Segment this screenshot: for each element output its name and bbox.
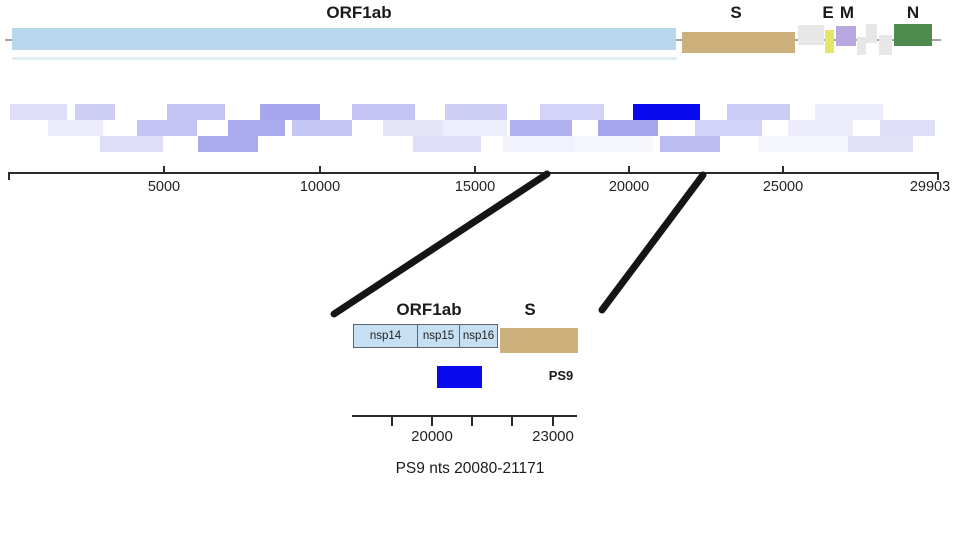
gene-label-m: M	[839, 3, 855, 22]
probe-tile	[292, 120, 352, 136]
probe-tile	[48, 120, 103, 136]
gene-label-s: S	[730, 3, 742, 22]
gene-box-e	[825, 30, 834, 53]
inset-s-gene-box	[500, 328, 578, 353]
probe-tile	[575, 136, 653, 152]
probe-tile	[10, 104, 67, 120]
gene-label-orf1ab: ORF1ab	[326, 3, 392, 22]
inset-axis-tick	[552, 417, 555, 426]
zoom-connector-line	[598, 171, 707, 314]
probe-tile	[167, 104, 225, 120]
probe-tile	[660, 136, 720, 152]
axis-tick-label: 20000	[608, 179, 650, 195]
inset-axis-tick	[391, 417, 394, 426]
ps9-label: PS9	[548, 368, 574, 383]
probe-tile	[443, 120, 507, 136]
probe-tile	[880, 120, 935, 136]
gene-box-n	[894, 24, 932, 46]
inset-axis-tick	[431, 417, 434, 426]
axis-tick	[628, 166, 631, 172]
gene-box	[879, 35, 892, 55]
probe-tile	[727, 104, 790, 120]
nsp-segment-nsp15: nsp15	[418, 324, 460, 348]
axis-tick	[163, 166, 166, 172]
probe-tile	[510, 120, 572, 136]
gene-box	[866, 24, 877, 43]
axis-end-label: 29903	[909, 179, 951, 195]
ps9-tile-highlight	[633, 104, 700, 120]
probe-tile	[815, 104, 883, 120]
probe-tile	[503, 136, 575, 152]
inset-axis-tick	[471, 417, 474, 426]
axis-endcap	[8, 172, 11, 180]
probe-tile	[758, 136, 848, 152]
probe-tile	[260, 104, 320, 120]
inset-orf1ab-label: ORF1ab	[396, 300, 462, 319]
probe-tile	[413, 136, 481, 152]
gene-box	[857, 37, 866, 55]
axis-tick-label: 15000	[454, 179, 496, 195]
inset-axis-line	[352, 415, 577, 418]
axis-endcap	[937, 172, 940, 180]
probe-tile	[352, 104, 415, 120]
probe-tile	[137, 120, 197, 136]
axis-tick	[319, 166, 322, 172]
axis-tick-label: 25000	[762, 179, 804, 195]
nsp-segment-nsp16: nsp16	[460, 324, 498, 348]
orf1ab-shadow-strip	[12, 57, 677, 60]
inset-s-label: S	[524, 300, 536, 319]
axis-line	[9, 172, 938, 175]
probe-tile	[383, 120, 443, 136]
nsp-segment-nsp14: nsp14	[353, 324, 418, 348]
gene-label-e: E	[822, 3, 834, 22]
probe-tile	[540, 104, 604, 120]
inset-axis-tick-label: 23000	[532, 428, 574, 445]
probe-tile	[100, 136, 163, 152]
zoom-connector-line	[330, 170, 551, 318]
inset-axis-tick-label: 20000	[411, 428, 453, 445]
gene-box-orf1ab	[12, 28, 676, 50]
probe-tile	[445, 104, 507, 120]
probe-tile	[198, 136, 258, 152]
axis-tick-label: 10000	[299, 179, 341, 195]
axis-tick	[474, 166, 477, 172]
inset-caption: PS9 nts 20080-21171	[395, 460, 545, 477]
axis-tick	[782, 166, 785, 172]
probe-tile	[598, 120, 658, 136]
probe-tile	[75, 104, 115, 120]
gene-box	[798, 25, 824, 45]
probe-tile	[848, 136, 913, 152]
probe-tile	[228, 120, 285, 136]
gene-box-m	[836, 26, 856, 46]
probe-tile	[788, 120, 853, 136]
gene-label-n: N	[906, 3, 920, 22]
ps9-probe-box	[437, 366, 482, 388]
gene-box-s	[682, 32, 795, 53]
axis-tick-label: 5000	[147, 179, 181, 195]
inset-axis-tick	[511, 417, 514, 426]
probe-tile	[695, 120, 762, 136]
